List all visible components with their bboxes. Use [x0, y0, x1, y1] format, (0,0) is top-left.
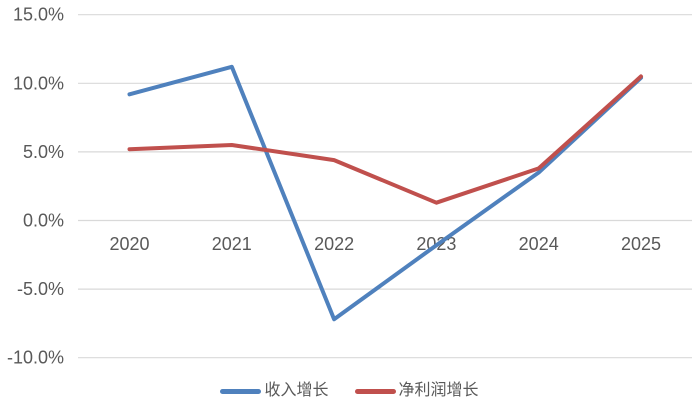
y-axis-tick-label: 15.0%	[13, 5, 64, 25]
series-line-net-profit-growth	[127, 74, 643, 205]
y-axis-tick-label: -10.0%	[7, 348, 64, 368]
legend-item-revenue-growth: 收入增长	[220, 382, 329, 399]
y-axis-tick-label: 10.0%	[13, 73, 64, 93]
legend: 收入增长 净利润增长	[0, 383, 699, 399]
x-axis-tick-label: 2021	[212, 234, 252, 254]
y-axis-tick-label: 5.0%	[23, 142, 64, 162]
x-axis-tick-label: 2025	[621, 234, 661, 254]
legend-label: 净利润增长	[398, 382, 479, 399]
legend-line-swatch	[220, 388, 262, 394]
legend-label: 收入增长	[264, 382, 329, 399]
legend-line-swatch	[354, 388, 396, 394]
x-axis-tick-label: 2022	[314, 234, 354, 254]
x-axis-tick-label: 2024	[519, 234, 559, 254]
x-axis-tick-label: 2020	[109, 234, 149, 254]
y-axis-tick-label: -5.0%	[17, 279, 64, 299]
y-axis-tick-label: 0.0%	[23, 211, 64, 231]
legend-item-net-profit-growth: 净利润增长	[354, 382, 479, 399]
series-line-revenue-growth	[127, 64, 643, 322]
